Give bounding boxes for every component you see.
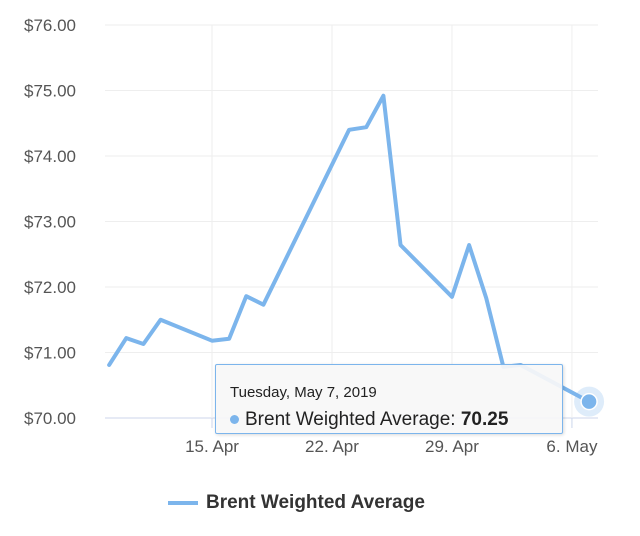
tooltip-value: 70.25 [460,409,509,430]
y-tick-label: $74.00 [24,147,76,166]
y-tick-label: $72.00 [24,278,76,297]
tooltip-series-name: Brent Weighted Average: [245,409,456,430]
legend-line-icon [168,501,198,505]
x-tick-label: 22. Apr [305,437,359,456]
hover-point [580,392,598,411]
tooltip-series-line: Brent Weighted Average: 70.25 [230,409,508,431]
x-tick-label: 6. May [546,437,598,456]
y-tick-label: $71.00 [24,344,76,363]
y-tick-label: $73.00 [24,213,76,232]
legend-label: Brent Weighted Average [206,492,425,513]
tooltip: Tuesday, May 7, 2019 Brent Weighted Aver… [215,364,563,434]
x-tick-label: 15. Apr [185,437,239,456]
series-line [107,93,592,404]
tooltip-date: Tuesday, May 7, 2019 [230,384,377,401]
series-dot-icon [230,415,239,425]
y-tick-label: $76.00 [24,16,76,35]
y-tick-label: $75.00 [24,82,76,101]
legend-item-brent[interactable]: Brent Weighted Average [168,492,425,514]
y-tick-label: $70.00 [24,409,76,428]
x-tick-label: 29. Apr [425,437,479,456]
